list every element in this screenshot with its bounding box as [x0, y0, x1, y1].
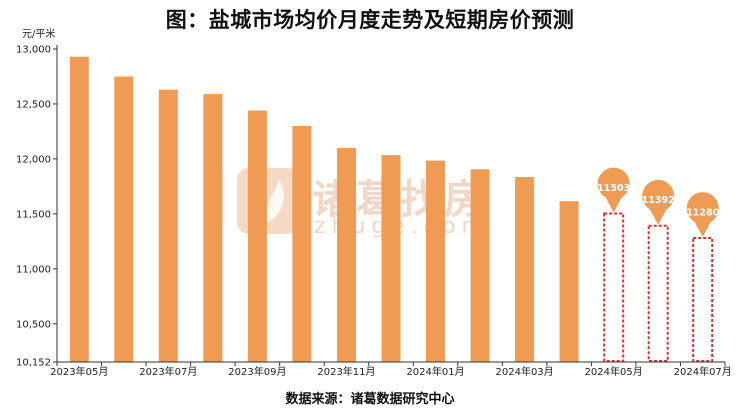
forecast-value-label: 11503 — [597, 183, 630, 194]
y-tick-label: 11,000 — [16, 264, 51, 275]
x-tick-label: 2024年05月 — [585, 365, 643, 378]
forecast-bubble-2024年06月 — [642, 179, 675, 225]
axes: 元/平米 13,000 12,500 12,000 11,500 11,000 10,500… — [16, 27, 732, 378]
bar-2023年11月 — [337, 147, 356, 362]
watermark: 诸葛找房zhuge.com — [237, 168, 484, 239]
x-tick-label: 2023年07月 — [139, 365, 197, 378]
chart-title: 图：盐城市场均价月度走势及短期房价预测 — [165, 8, 575, 32]
bar-2023年09月 — [247, 110, 267, 362]
bar-2024年01月 — [426, 160, 445, 362]
bar-2023年12月 — [381, 155, 401, 362]
forecast-value-label: 11280 — [686, 208, 719, 219]
y-tick-label: 11,500 — [16, 209, 51, 220]
data-source: 数据来源：诸葛数据研究中心 — [285, 392, 455, 407]
bar-2024年04月 — [559, 201, 579, 362]
bars — [69, 56, 579, 363]
y-tick-label: 10,500 — [16, 319, 51, 330]
x-tick-label: 2024年03月 — [496, 365, 554, 378]
y-tick-label: 12,500 — [16, 99, 51, 110]
y-tick-label: 12,000 — [16, 154, 51, 165]
bar-2023年07月 — [158, 89, 178, 362]
y-tick-label: 10,152 — [16, 358, 51, 369]
forecast-value-label: 11392 — [642, 195, 675, 206]
x-tick-label: 2023年11月 — [317, 365, 375, 378]
x-tick-label: 2024年07月 — [674, 365, 732, 378]
bar-2023年10月 — [292, 125, 312, 363]
bar-2023年06月 — [114, 76, 134, 362]
bar-2024年03月 — [515, 177, 535, 362]
bar-2023年05月 — [69, 56, 89, 362]
watermark-logo-icon — [237, 168, 299, 234]
forecast-bars: 11503 11392 11280 — [597, 167, 720, 362]
forecast-bubble-2024年05月 — [597, 167, 630, 213]
x-tick-label: 2023年05月 — [50, 365, 108, 378]
bar-2024年02月 — [470, 169, 490, 362]
forecast-bar-2024年05月 — [603, 212, 625, 362]
x-tick-label: 2023年09月 — [228, 365, 286, 378]
bar-2023年08月 — [203, 94, 223, 362]
y-tick-label: 13,000 — [16, 45, 51, 56]
forecast-bar-2024年06月 — [647, 224, 669, 362]
x-tick-label: 2024年01月 — [406, 365, 464, 378]
forecast-bar-2024年07月 — [692, 237, 714, 362]
forecast-bubble-2024年07月 — [686, 192, 719, 238]
y-axis-unit: 元/平米 — [22, 27, 55, 40]
